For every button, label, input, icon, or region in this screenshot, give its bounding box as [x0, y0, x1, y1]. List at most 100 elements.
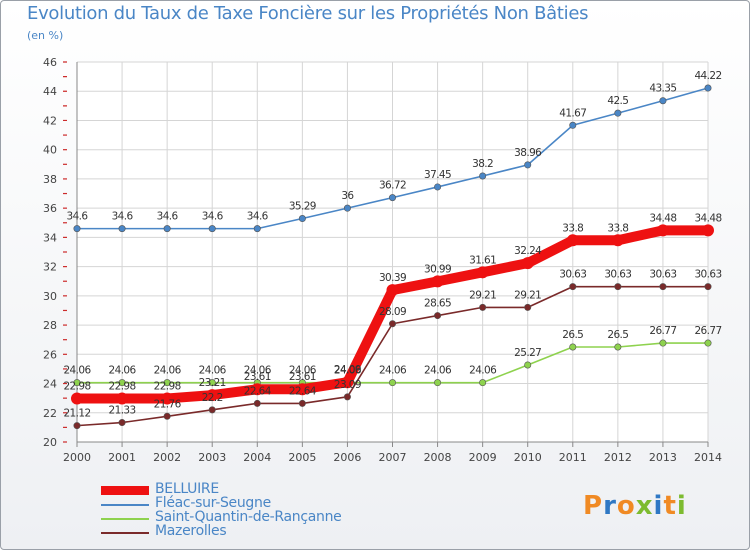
x-tick-label: 2013	[649, 451, 677, 464]
data-point-mazerolles	[118, 419, 126, 427]
data-point-belluire	[206, 389, 219, 402]
data-label-fl-ac-sur-seugne: 34.6	[157, 211, 179, 223]
data-label-saint-quantin-de-ran-anne: 26.5	[562, 329, 583, 341]
data-point-saint-quantin-de-ran-anne	[73, 379, 81, 387]
data-point-fl-ac-sur-seugne	[614, 109, 622, 117]
data-label-mazerolles: 29.21	[514, 289, 541, 301]
x-tick-label: 2003	[198, 451, 226, 464]
data-point-belluire	[116, 392, 129, 405]
data-point-saint-quantin-de-ran-anne	[659, 339, 667, 347]
data-label-belluire: 31.61	[469, 254, 496, 266]
x-tick-label: 2012	[604, 451, 632, 464]
data-point-belluire	[476, 266, 489, 279]
data-label-saint-quantin-de-ran-anne: 24.06	[199, 365, 227, 377]
data-point-fl-ac-sur-seugne	[569, 121, 577, 129]
data-label-fl-ac-sur-seugne: 34.6	[67, 211, 89, 223]
y-tick-label: 22	[43, 407, 57, 420]
data-label-saint-quantin-de-ran-anne: 24.06	[379, 365, 407, 377]
data-point-belluire	[341, 376, 354, 389]
data-label-fl-ac-sur-seugne: 35.29	[289, 201, 316, 213]
logo-letter: r	[603, 491, 617, 521]
data-label-mazerolles: 30.63	[604, 269, 631, 281]
data-point-fl-ac-sur-seugne	[479, 172, 487, 180]
data-label-saint-quantin-de-ran-anne: 24.06	[334, 365, 362, 377]
data-point-fl-ac-sur-seugne	[208, 225, 216, 233]
y-tick-label: 44	[43, 85, 57, 98]
data-point-mazerolles	[659, 283, 667, 291]
data-label-belluire: 23.61	[289, 371, 316, 383]
data-label-belluire: 23.21	[199, 377, 226, 389]
data-point-saint-quantin-de-ran-anne	[388, 379, 396, 387]
data-point-fl-ac-sur-seugne	[163, 225, 171, 233]
data-label-fl-ac-sur-seugne: 37.45	[424, 169, 451, 181]
logo-letter: P	[583, 491, 604, 521]
data-label-belluire: 34.48	[649, 212, 676, 224]
data-label-fl-ac-sur-seugne: 42.5	[607, 95, 628, 107]
y-tick-label: 38	[43, 173, 57, 186]
data-point-saint-quantin-de-ran-anne	[163, 379, 171, 387]
data-point-belluire	[386, 284, 399, 297]
data-label-mazerolles: 22.64	[244, 385, 272, 397]
data-point-belluire	[161, 392, 174, 405]
x-tick-label: 2001	[108, 451, 136, 464]
data-label-belluire: 22.98	[154, 380, 181, 392]
data-label-saint-quantin-de-ran-anne: 24.06	[63, 365, 91, 377]
data-label-mazerolles: 21.76	[154, 398, 182, 410]
data-point-fl-ac-sur-seugne	[118, 225, 126, 233]
y-tick-label: 40	[43, 144, 57, 157]
proxiti-logo: Proxiti	[583, 491, 687, 521]
data-label-mazerolles: 21.12	[63, 408, 90, 420]
legend-swatch-saint-quantin	[101, 518, 149, 520]
y-tick-label: 20	[43, 436, 57, 449]
legend-label-mazerolles: Mazerolles	[155, 523, 227, 539]
x-tick-label: 2010	[514, 451, 542, 464]
data-point-mazerolles	[704, 283, 712, 291]
data-point-mazerolles	[569, 283, 577, 291]
x-tick-label: 2009	[469, 451, 497, 464]
legend-label-fleac: Fléac-sur-Seugne	[155, 495, 271, 511]
data-label-saint-quantin-de-ran-anne: 24.06	[154, 365, 182, 377]
data-label-saint-quantin-de-ran-anne: 26.77	[649, 325, 676, 337]
x-tick-label: 2005	[288, 451, 316, 464]
legend-label-saint-quantin: Saint-Quantin-de-Rançanne	[155, 509, 342, 525]
data-point-mazerolles	[73, 422, 81, 430]
data-point-belluire	[251, 383, 264, 396]
data-point-mazerolles	[343, 393, 351, 401]
data-label-mazerolles: 28.65	[424, 298, 451, 310]
data-point-mazerolles	[388, 320, 396, 328]
data-label-belluire: 33.8	[562, 222, 583, 234]
data-point-saint-quantin-de-ran-anne	[569, 343, 577, 351]
x-tick-label: 2006	[333, 451, 361, 464]
data-point-fl-ac-sur-seugne	[253, 225, 261, 233]
data-label-saint-quantin-de-ran-anne: 25.27	[514, 347, 541, 359]
data-label-fl-ac-sur-seugne: 36.72	[379, 180, 406, 192]
y-tick-label: 28	[43, 319, 57, 332]
legend-swatch-fleac	[101, 504, 149, 506]
data-point-fl-ac-sur-seugne	[434, 183, 442, 191]
data-label-fl-ac-sur-seugne: 34.6	[202, 211, 224, 223]
logo-letter: x	[635, 491, 654, 521]
y-tick-label: 26	[43, 348, 57, 361]
chart-subtitle: (en %)	[27, 29, 64, 42]
data-label-saint-quantin-de-ran-anne: 24.06	[109, 365, 137, 377]
data-point-mazerolles	[434, 312, 442, 320]
data-label-fl-ac-sur-seugne: 38.96	[514, 147, 542, 159]
legend-label-belluire: BELLUIRE	[155, 481, 219, 497]
data-point-fl-ac-sur-seugne	[659, 97, 667, 105]
data-point-mazerolles	[524, 303, 532, 311]
data-point-fl-ac-sur-seugne	[343, 204, 351, 212]
x-tick-label: 2004	[243, 451, 271, 464]
chart-title: Evolution du Taux de Taxe Foncière sur l…	[27, 3, 589, 24]
data-point-belluire	[611, 234, 624, 247]
data-label-saint-quantin-de-ran-anne: 24.06	[289, 365, 317, 377]
data-point-saint-quantin-de-ran-anne	[614, 343, 622, 351]
x-tick-label: 2000	[63, 451, 91, 464]
data-point-saint-quantin-de-ran-anne	[479, 379, 487, 387]
data-label-fl-ac-sur-seugne: 38.2	[472, 158, 493, 170]
data-label-mazerolles: 30.63	[649, 269, 676, 281]
logo-letter: i	[653, 491, 664, 521]
y-tick-label: 42	[43, 114, 57, 127]
data-point-fl-ac-sur-seugne	[298, 215, 306, 223]
data-point-fl-ac-sur-seugne	[388, 194, 396, 202]
